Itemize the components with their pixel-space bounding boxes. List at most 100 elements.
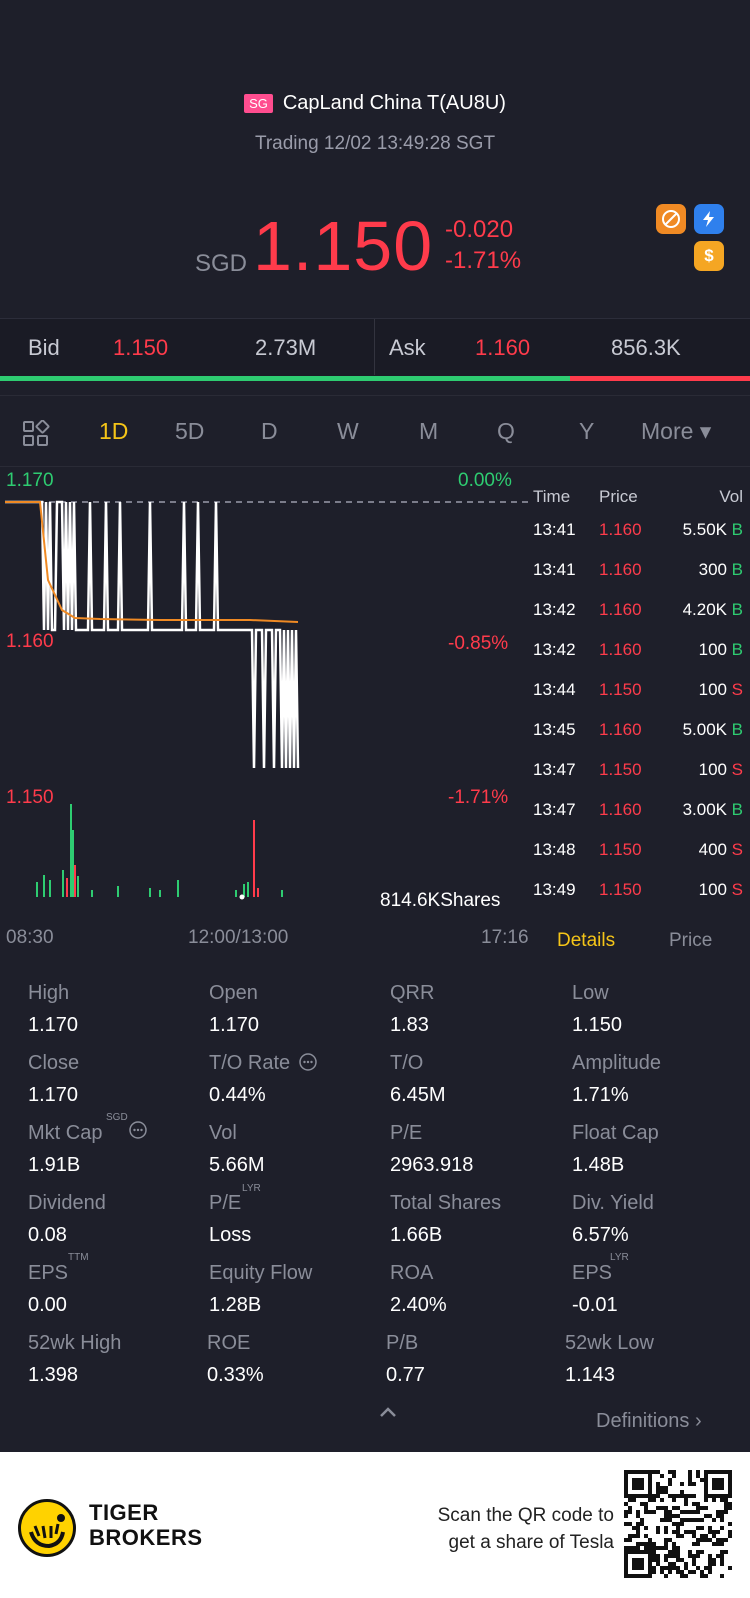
stat-value: 0.00 xyxy=(28,1294,67,1316)
tab-5d[interactable]: 5D xyxy=(175,418,205,444)
chart-mid-pct: -0.85% xyxy=(448,633,509,654)
dollar-coin-icon[interactable]: $ xyxy=(694,241,724,271)
tick-time: 13:47 xyxy=(533,760,576,779)
tab-price[interactable]: Price xyxy=(669,930,713,951)
tick-side: B xyxy=(731,640,743,659)
stat-label: Close xyxy=(28,1052,80,1074)
tab-year[interactable]: Y xyxy=(579,418,595,444)
stat-value: 0.33% xyxy=(207,1364,264,1386)
brand-line1: TIGER xyxy=(89,1500,159,1525)
stat-value: 1.83 xyxy=(390,1014,429,1036)
stat-label: High xyxy=(28,982,70,1004)
stat-label: ROA xyxy=(390,1262,434,1284)
tick-price: 1.160 xyxy=(599,520,642,539)
tick-row: 13:42 1.160 4.20K B xyxy=(533,600,743,640)
tick-price: 1.150 xyxy=(599,680,642,699)
to-rate-info-icon[interactable] xyxy=(298,1052,318,1077)
tick-time: 13:42 xyxy=(533,600,576,619)
eps-lyr-sup: LYR xyxy=(610,1252,629,1263)
tick-row: 13:41 1.160 5.50K B xyxy=(533,520,743,560)
tick-side: B xyxy=(731,520,743,539)
stat-label: Float Cap xyxy=(572,1122,659,1144)
stat-value: 1.398 xyxy=(28,1364,79,1386)
tab-day[interactable]: D xyxy=(261,418,278,444)
tick-side: S xyxy=(731,880,743,899)
time-start: 08:30 xyxy=(6,927,54,948)
stat-label: 52wk High xyxy=(28,1332,122,1354)
change-value: -0.020 xyxy=(445,216,514,243)
stat-value: 2.40% xyxy=(390,1294,447,1316)
tick-time: 13:42 xyxy=(533,640,576,659)
tab-details[interactable]: Details xyxy=(557,930,616,951)
volume-marker xyxy=(239,894,245,900)
eps-ttm-sup: TTM xyxy=(68,1252,89,1263)
tick-price: 1.160 xyxy=(599,800,642,819)
lightning-icon[interactable] xyxy=(694,204,724,234)
stat-label: Total Shares xyxy=(390,1192,502,1214)
price-change: -0.020 -1.71% xyxy=(445,214,521,276)
definitions-label: Definitions xyxy=(596,1410,690,1432)
qr-code-icon[interactable] xyxy=(624,1470,732,1578)
title-row: SG CapLand China T(AU8U) xyxy=(0,92,750,115)
stock-name[interactable]: CapLand China T(AU8U) xyxy=(282,92,506,114)
tick-volume: 100 xyxy=(698,640,727,659)
tick-time: 13:49 xyxy=(533,880,576,899)
tick-volume: 100 xyxy=(698,760,727,779)
bid-volume: 2.73M xyxy=(255,335,317,360)
chart-layout-icon[interactable] xyxy=(22,419,50,448)
stat-value: 0.08 xyxy=(28,1224,67,1246)
last-price: 1.150 xyxy=(253,207,434,285)
stat-label: Div. Yield xyxy=(572,1192,654,1214)
ask-ratio-bar xyxy=(570,376,750,381)
stat-value: 6.45M xyxy=(390,1084,446,1106)
stat-label: EPS xyxy=(28,1262,69,1284)
tick-price: 1.150 xyxy=(599,760,642,779)
chevron-right-icon: › xyxy=(694,1410,702,1432)
tab-month[interactable]: M xyxy=(419,418,439,444)
tick-row: 13:47 1.160 3.00K B xyxy=(533,800,743,840)
bid-ask-divider xyxy=(374,319,375,375)
ask-volume: 856.3K xyxy=(611,335,681,360)
tab-week[interactable]: W xyxy=(337,418,359,444)
tick-price: 1.150 xyxy=(599,880,642,899)
tick-row: 13:45 1.160 5.00K B xyxy=(533,720,743,760)
stat-label: T/O xyxy=(390,1052,424,1074)
chart-low-pct: -1.71% xyxy=(448,787,509,808)
stat-label: Mkt Cap xyxy=(28,1122,103,1144)
change-percent: -1.71% xyxy=(445,247,522,274)
stat-label: Open xyxy=(209,982,258,1004)
stat-value: 1.170 xyxy=(209,1014,260,1036)
promo-line1: Scan the QR code to xyxy=(437,1505,614,1526)
stat-value: 0.77 xyxy=(386,1364,425,1386)
stat-value: 1.143 xyxy=(565,1364,616,1386)
tick-price: 1.160 xyxy=(599,560,642,579)
ticks-head-vol: Vol xyxy=(719,487,743,506)
tab-quarter[interactable]: Q xyxy=(497,418,515,444)
tick-row: 13:44 1.150 100 S xyxy=(533,680,743,720)
tick-price: 1.160 xyxy=(599,720,642,739)
collapse-chevron-icon[interactable] xyxy=(378,1402,398,1425)
ask-label: Ask xyxy=(389,335,426,360)
pe-lyr-sup: LYR xyxy=(242,1183,261,1194)
definitions-link[interactable]: Definitions › xyxy=(596,1410,702,1433)
stat-label: T/O Rate xyxy=(209,1052,291,1074)
brand-line2: BROKERS xyxy=(89,1525,203,1550)
market-badge: SG xyxy=(244,94,273,113)
stat-label: ROE xyxy=(207,1332,251,1354)
ticks-head-price: Price xyxy=(599,487,638,506)
tick-volume: 5.50K xyxy=(682,520,727,539)
tick-row: 13:49 1.150 100 S xyxy=(533,880,743,920)
tick-volume: 4.20K xyxy=(682,600,727,619)
stat-value: 1.150 xyxy=(572,1014,623,1036)
intraday-chart[interactable] xyxy=(0,470,530,950)
mkt-cap-info-icon[interactable] xyxy=(128,1120,148,1145)
tab-1d[interactable]: 1D xyxy=(99,418,129,444)
tab-more[interactable]: More ▾ xyxy=(641,418,712,444)
tick-price: 1.150 xyxy=(599,840,642,859)
tick-price: 1.160 xyxy=(599,640,642,659)
promo-banner[interactable]: TIGER BROKERS Scan the QR code to get a … xyxy=(0,1452,750,1598)
no-short-icon[interactable] xyxy=(656,204,686,234)
stat-label: P/B xyxy=(386,1332,419,1354)
bid-price: 1.150 xyxy=(113,335,169,360)
stat-value: 1.170 xyxy=(28,1084,79,1106)
